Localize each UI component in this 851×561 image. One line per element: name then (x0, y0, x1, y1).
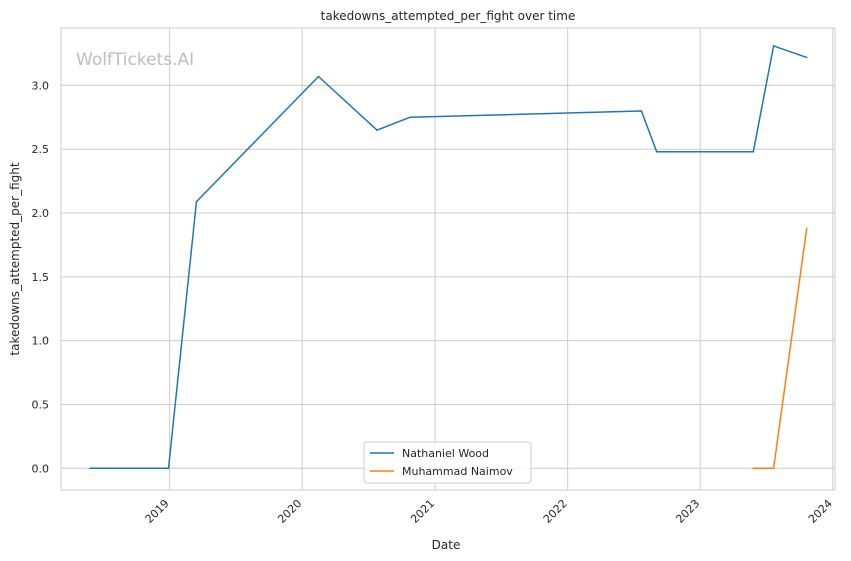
data-point-nathaniel-wood (89, 467, 91, 470)
plot-area-frame (60, 27, 836, 491)
data-point-muhammad-naimov (752, 467, 755, 470)
y-tick-labels: 0.0 0.5 1.0 1.5 2.0 2.5 3.0 (32, 79, 50, 475)
y-tick-label: 1.5 (32, 271, 50, 284)
watermark: WolfTickets.AI (76, 50, 194, 70)
data-point-nathaniel-wood (195, 200, 198, 203)
y-tick-label: 2.0 (32, 207, 50, 220)
legend: Nathaniel Wood Muhammad Naimov (363, 441, 532, 484)
data-point-nathaniel-wood (655, 151, 658, 153)
data-point-nathaniel-wood (640, 110, 643, 112)
x-axis-label: Date (432, 538, 461, 552)
y-tick-label: 3.0 (32, 79, 50, 92)
y-tick-label: 2.5 (32, 143, 50, 156)
data-point-nathaniel-wood (752, 151, 755, 153)
legend-box (363, 441, 532, 484)
legend-label-nathaniel-wood: Nathaniel Wood (402, 447, 489, 460)
data-point-nathaniel-wood (772, 45, 775, 47)
chart-title: takedowns_attempted_per_fight over time (321, 9, 576, 23)
data-point-nathaniel-wood (376, 129, 378, 131)
y-tick-label: 0.0 (32, 462, 50, 475)
y-axis-label: takedowns_attempted_per_fight (8, 162, 22, 355)
grid (61, 28, 835, 490)
data-point-nathaniel-wood (317, 75, 320, 78)
series-group (89, 45, 808, 470)
legend-label-muhammad-naimov: Muhammad Naimov (402, 465, 513, 478)
data-point-nathaniel-wood (805, 56, 808, 59)
y-tick-label: 0.5 (32, 398, 50, 411)
data-point-muhammad-naimov (772, 467, 775, 470)
y-tick-label: 1.0 (32, 335, 50, 348)
data-point-nathaniel-wood (167, 467, 170, 470)
data-point-nathaniel-wood (409, 116, 411, 119)
data-point-muhammad-naimov (805, 227, 808, 230)
